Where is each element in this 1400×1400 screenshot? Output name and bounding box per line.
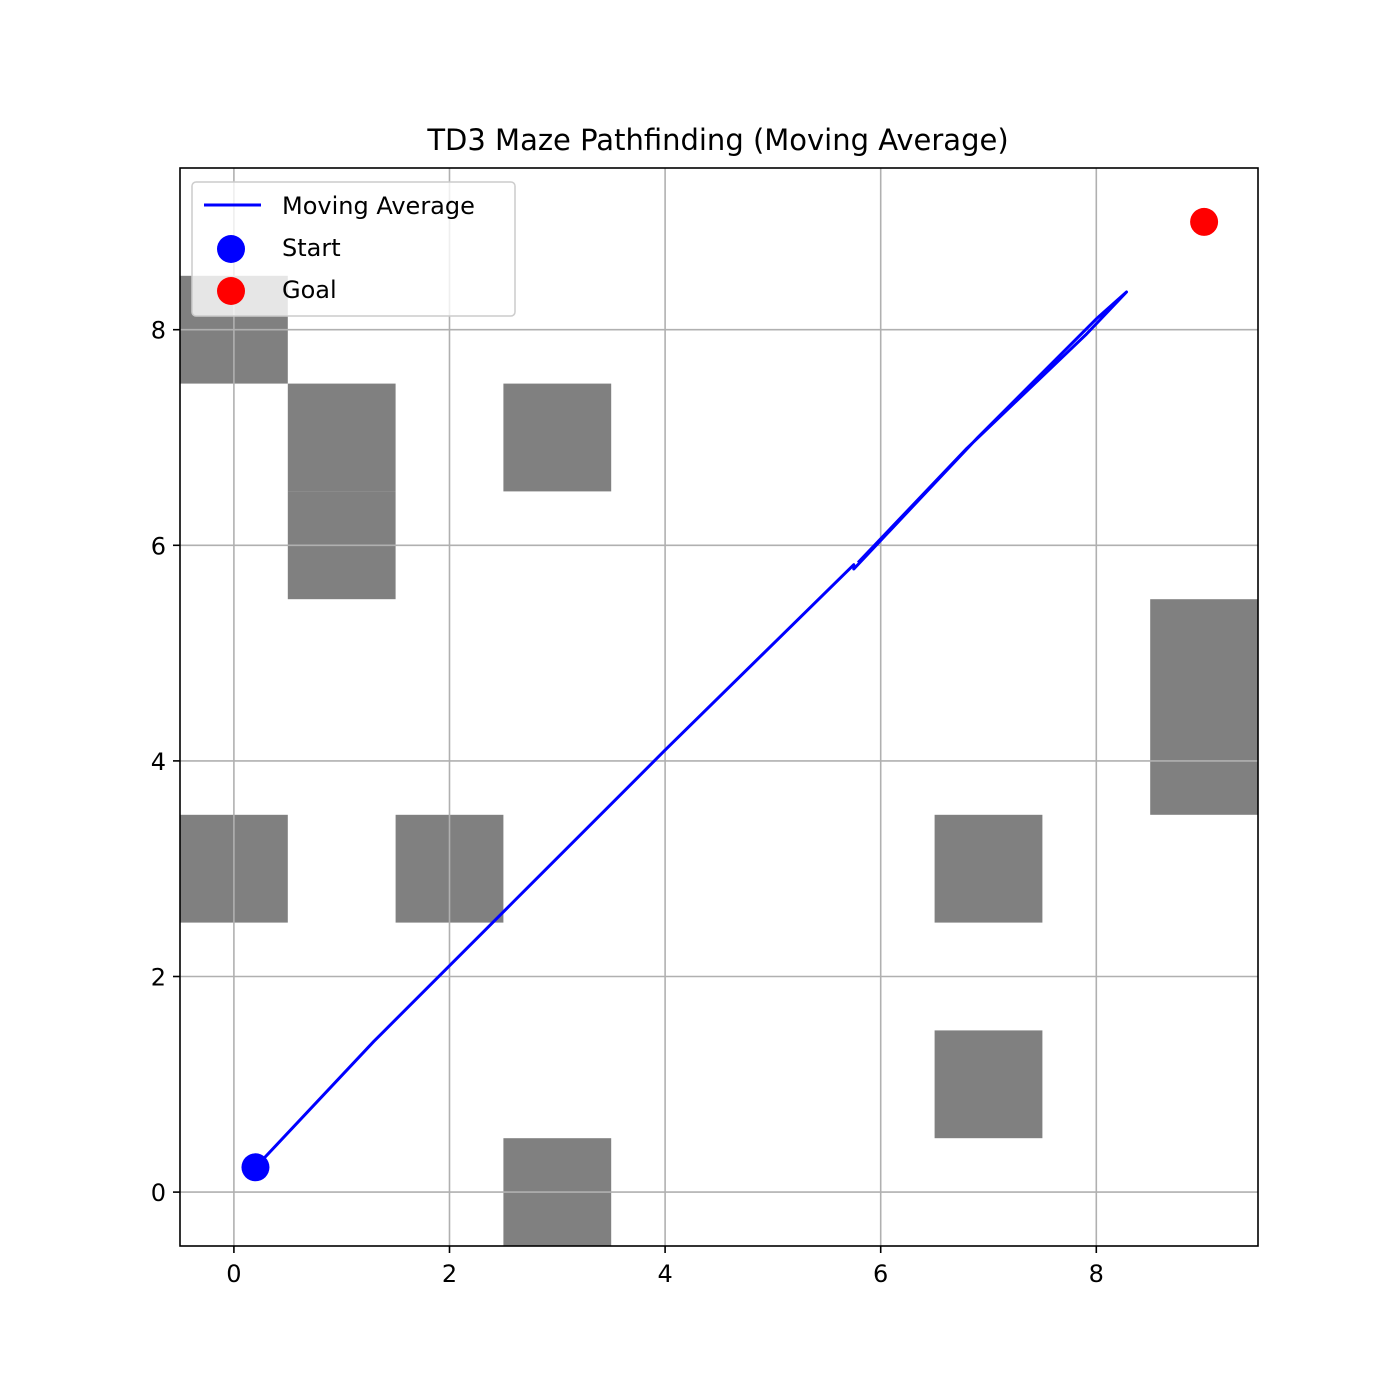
x-tick-label: 2 (442, 1260, 457, 1288)
x-tick-label: 4 (657, 1260, 672, 1288)
markers-layer (241, 207, 1219, 1182)
obstacle-cell (1150, 599, 1258, 707)
grid-layer (180, 168, 1258, 1246)
obstacle-cell (934, 814, 1043, 923)
chart-title: TD3 Maze Pathfinding (Moving Average) (426, 123, 1008, 157)
x-tick-label: 8 (1089, 1260, 1104, 1288)
y-tick-label: 4 (151, 748, 166, 776)
x-tick-label: 6 (873, 1260, 888, 1288)
legend-goal-label: Goal (282, 276, 337, 304)
series-layer (253, 290, 1128, 1170)
y-tick-label: 2 (151, 964, 166, 992)
legend-moving-average-label: Moving Average (282, 192, 475, 220)
legend-start-label: Start (282, 234, 341, 262)
obstacle-cell (934, 1030, 1043, 1139)
legend-box (191, 181, 516, 317)
legend: Moving Average Start Goal (191, 181, 516, 317)
y-tick-label: 0 (151, 1179, 166, 1207)
y-tick-label: 8 (151, 317, 166, 345)
plot-frame (179, 167, 1259, 1247)
legend-goal-swatch (217, 277, 245, 305)
x-tick-label: 0 (226, 1260, 241, 1288)
ticks-layer: 0 2 4 6 8 0 2 4 6 8 (151, 317, 1104, 1288)
moving-average-line (253, 290, 1128, 1170)
goal-marker (1190, 207, 1219, 236)
obstacle-cell (287, 383, 396, 492)
y-tick-label: 6 (151, 532, 166, 560)
obstacle-cell (503, 383, 612, 492)
plot-area-background (180, 168, 1258, 1246)
start-marker (241, 1153, 270, 1182)
legend-start-swatch (217, 235, 245, 263)
